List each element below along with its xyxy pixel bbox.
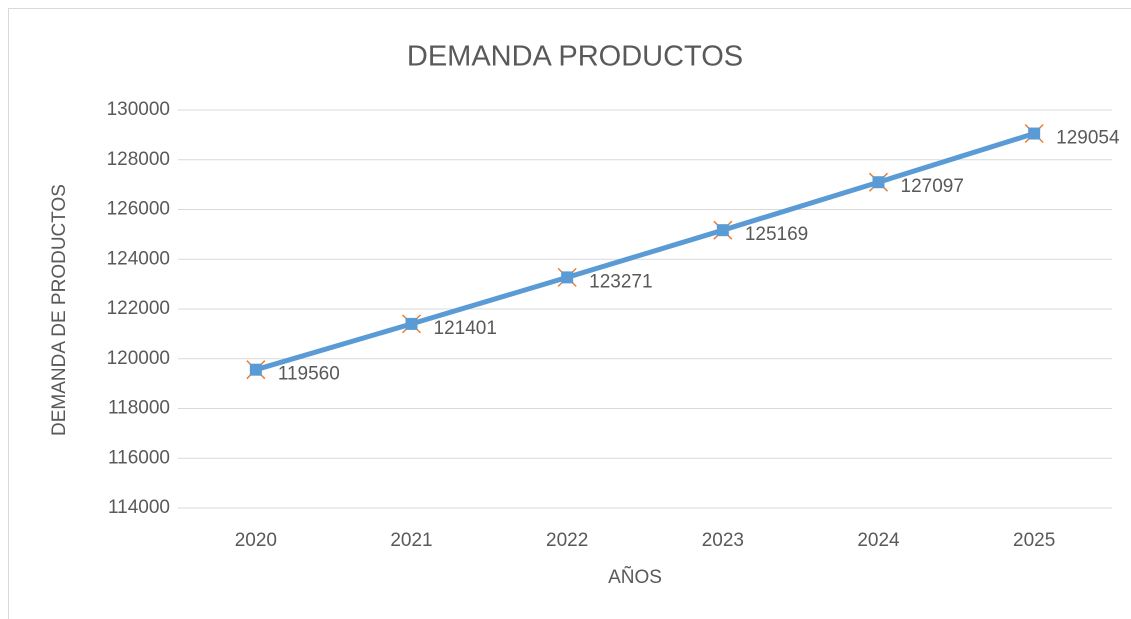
- data-label: 121401: [434, 318, 497, 339]
- chart-border: [8, 8, 1131, 619]
- x-tick-label: 2024: [857, 530, 900, 551]
- data-line: [255, 131, 1035, 373]
- y-axis-label: DEMANDA DE PRODUCTOS: [49, 184, 70, 436]
- x-tick-label: 2020: [235, 530, 277, 551]
- marker: [561, 271, 574, 284]
- y-tick-label: 130000: [107, 99, 170, 120]
- data-label: 129054: [1056, 128, 1120, 149]
- y-tick-label: 128000: [107, 149, 170, 170]
- chart-title: DEMANDA PRODUCTOS: [407, 41, 743, 73]
- x-tick-label: 2023: [702, 530, 744, 551]
- x-tick-label: 2022: [546, 530, 588, 551]
- y-tick-label: 114000: [108, 497, 170, 518]
- y-tick-label: 120000: [107, 348, 170, 369]
- y-tick-label: 116000: [108, 447, 170, 468]
- y-tick-label: 122000: [107, 298, 170, 319]
- x-axis-label: AÑOS: [608, 566, 662, 588]
- y-tick-label: 118000: [108, 398, 170, 419]
- marker: [1028, 127, 1041, 140]
- data-label: 127097: [901, 176, 964, 197]
- marker: [716, 224, 729, 237]
- data-label: 119560: [278, 364, 340, 385]
- x-tick-label: 2025: [1013, 530, 1055, 551]
- y-tick-label: 124000: [107, 248, 170, 269]
- marker: [405, 317, 418, 330]
- x-tick-label: 2021: [390, 530, 432, 551]
- data-label: 123271: [589, 271, 652, 292]
- marker: [872, 176, 885, 189]
- marker: [249, 363, 262, 376]
- data-label: 125169: [745, 224, 808, 245]
- y-tick-label: 126000: [107, 199, 170, 220]
